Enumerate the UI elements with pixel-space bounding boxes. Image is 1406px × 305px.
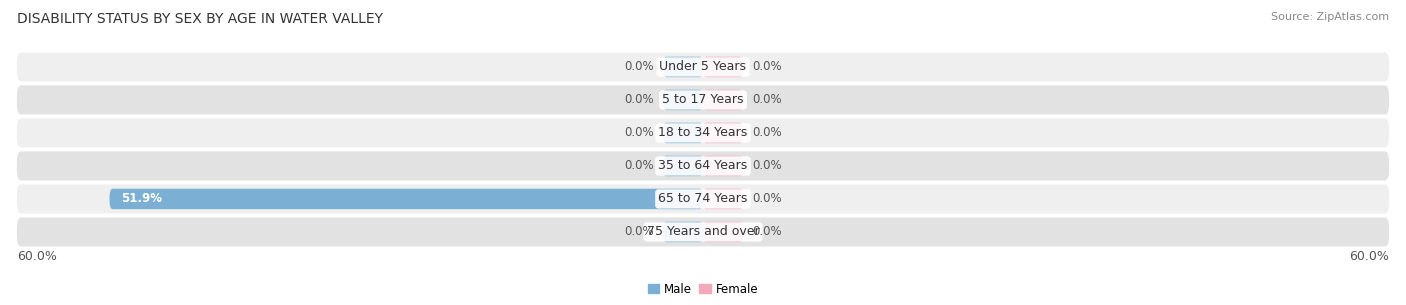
Legend: Male, Female: Male, Female — [643, 278, 763, 300]
Text: 18 to 34 Years: 18 to 34 Years — [658, 127, 748, 139]
FancyBboxPatch shape — [703, 90, 742, 110]
Text: Source: ZipAtlas.com: Source: ZipAtlas.com — [1271, 12, 1389, 22]
Text: 0.0%: 0.0% — [752, 127, 782, 139]
FancyBboxPatch shape — [17, 217, 1389, 246]
Text: Under 5 Years: Under 5 Years — [659, 60, 747, 74]
FancyBboxPatch shape — [703, 123, 742, 143]
FancyBboxPatch shape — [17, 151, 1389, 181]
FancyBboxPatch shape — [664, 156, 703, 176]
FancyBboxPatch shape — [703, 189, 742, 209]
FancyBboxPatch shape — [17, 185, 1389, 214]
Text: 0.0%: 0.0% — [752, 192, 782, 206]
FancyBboxPatch shape — [17, 118, 1389, 148]
Text: 0.0%: 0.0% — [752, 225, 782, 239]
Text: 65 to 74 Years: 65 to 74 Years — [658, 192, 748, 206]
FancyBboxPatch shape — [664, 57, 703, 77]
Text: 0.0%: 0.0% — [752, 60, 782, 74]
FancyBboxPatch shape — [664, 90, 703, 110]
Text: 0.0%: 0.0% — [752, 93, 782, 106]
FancyBboxPatch shape — [664, 123, 703, 143]
Text: 51.9%: 51.9% — [121, 192, 162, 206]
Text: 0.0%: 0.0% — [624, 127, 654, 139]
FancyBboxPatch shape — [703, 222, 742, 242]
FancyBboxPatch shape — [664, 222, 703, 242]
FancyBboxPatch shape — [703, 57, 742, 77]
Text: 35 to 64 Years: 35 to 64 Years — [658, 160, 748, 172]
Text: DISABILITY STATUS BY SEX BY AGE IN WATER VALLEY: DISABILITY STATUS BY SEX BY AGE IN WATER… — [17, 12, 382, 26]
FancyBboxPatch shape — [17, 85, 1389, 114]
FancyBboxPatch shape — [110, 189, 703, 209]
FancyBboxPatch shape — [703, 156, 742, 176]
Text: 0.0%: 0.0% — [624, 225, 654, 239]
Text: 0.0%: 0.0% — [624, 93, 654, 106]
Text: 60.0%: 60.0% — [1350, 250, 1389, 263]
Text: 75 Years and over: 75 Years and over — [647, 225, 759, 239]
FancyBboxPatch shape — [17, 52, 1389, 81]
Text: 0.0%: 0.0% — [624, 60, 654, 74]
Text: 60.0%: 60.0% — [17, 250, 56, 263]
Text: 0.0%: 0.0% — [752, 160, 782, 172]
Text: 0.0%: 0.0% — [624, 160, 654, 172]
Text: 5 to 17 Years: 5 to 17 Years — [662, 93, 744, 106]
